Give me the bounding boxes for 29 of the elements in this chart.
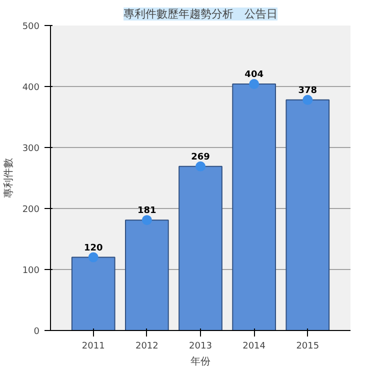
y-tick-label: 100 [22, 266, 40, 276]
y-tick-label: 500 [22, 22, 40, 32]
x-axis-title: 年份 [190, 356, 210, 368]
bar [71, 256, 116, 330]
x-tick-label: 2015 [296, 342, 320, 352]
y-tick-label: 200 [22, 205, 40, 215]
x-tick-label: 2013 [189, 342, 212, 352]
x-tick-label: 2012 [135, 342, 158, 352]
y-tick-label: 300 [22, 144, 40, 154]
bar [125, 220, 169, 330]
y-tick-label: 400 [22, 83, 40, 93]
y-axis-title: 專利件數 [2, 158, 14, 198]
data-label: 120 [84, 243, 103, 254]
bar [286, 99, 330, 330]
data-label: 269 [191, 152, 210, 162]
data-label: 378 [298, 86, 318, 96]
point [249, 79, 260, 90]
point [196, 161, 206, 172]
data-label: 404 [244, 70, 264, 80]
bar [232, 84, 276, 330]
x-tick-label: 2014 [242, 342, 266, 352]
point [88, 252, 98, 262]
bar [178, 166, 222, 330]
x-tick-label: 2011 [82, 342, 105, 352]
chart-title: 專利件數歷年趨勢分析 公告日 [124, 8, 278, 20]
y-tick-label: 0 [34, 327, 40, 337]
point [302, 94, 313, 105]
point [142, 215, 152, 226]
data-label: 181 [138, 206, 156, 216]
